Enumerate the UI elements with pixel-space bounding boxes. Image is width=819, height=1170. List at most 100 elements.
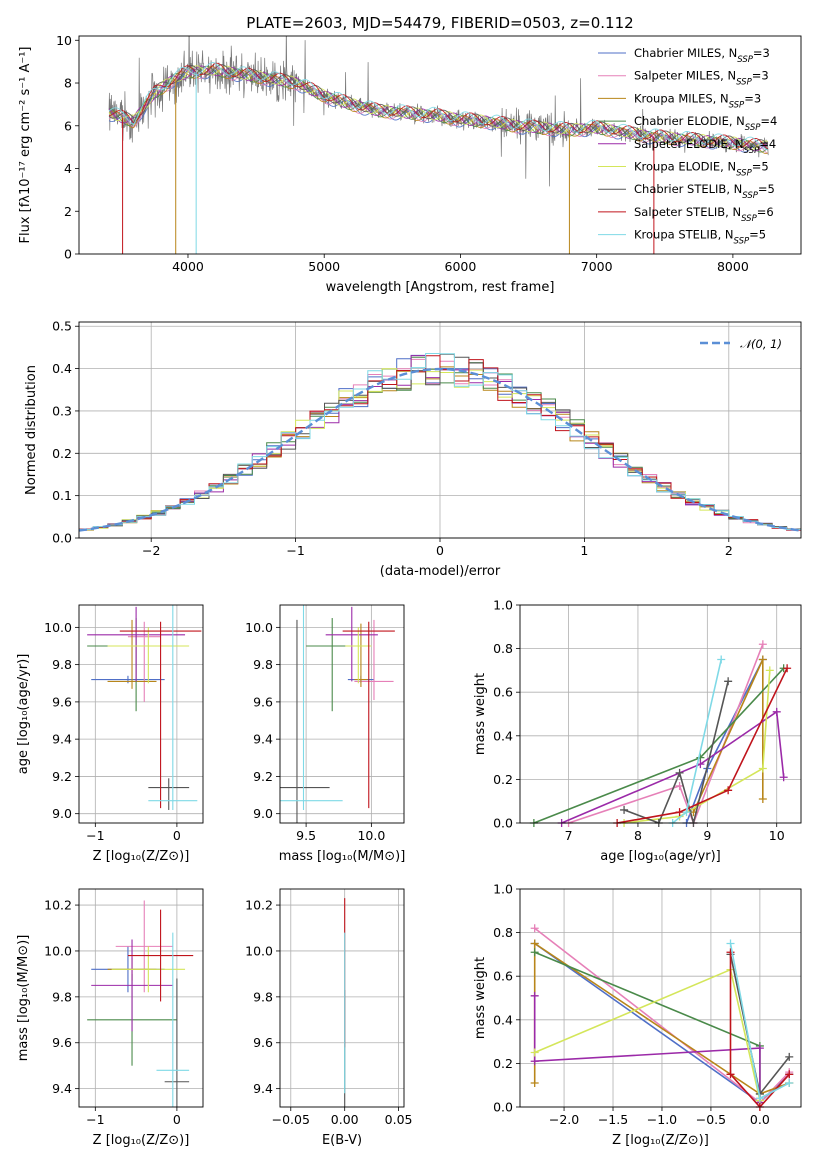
errorbar-point xyxy=(87,606,186,682)
x-tick-label: 2 xyxy=(725,543,733,558)
y-tick-label: 0.5 xyxy=(52,319,72,334)
legend-entry: Chabrier ELODIE, NSSP=4 xyxy=(634,114,777,133)
y-tick-label: 0.0 xyxy=(52,531,72,546)
weight-vs-z-plot-area xyxy=(530,924,794,1111)
errorbar-point xyxy=(107,619,157,689)
x-tick-label: −1.5 xyxy=(598,1112,628,1127)
x-axis-label: E(B-V) xyxy=(322,1133,362,1148)
x-axis-label: Z [log₁₀(Z/Z⊙)] xyxy=(93,1133,190,1148)
y-tick-label: 4 xyxy=(64,161,72,176)
y-axis-label: mass weight xyxy=(473,957,488,1039)
x-tick-label: 9 xyxy=(703,828,711,843)
y-tick-label: 0.2 xyxy=(493,772,513,787)
y-tick-label: 9.2 xyxy=(52,769,72,784)
spectrum-axes: 4000 5000 6000 7000 8000 0 2 4 6 8 10 xyxy=(56,33,749,274)
y-tick-label: 0.2 xyxy=(52,446,72,461)
x-tick-label: −2.0 xyxy=(549,1112,579,1127)
legend-entry-name: Salpeter MILES xyxy=(634,69,720,83)
y-axis-label: Normed distribution xyxy=(24,365,39,495)
mass-weight-marker xyxy=(530,1079,539,1088)
legend-entry-name: Chabrier MILES xyxy=(634,46,721,60)
y-tick-label: 9.6 xyxy=(253,694,273,709)
model-spectrum-line xyxy=(108,65,768,151)
x-tick-label: 8 xyxy=(634,828,642,843)
errorbar-point xyxy=(342,621,395,809)
legend-entry-nssp-prefix: , N xyxy=(728,137,744,151)
y-axis-label: mass [log₁₀(M/M⊙)] xyxy=(16,935,31,1062)
legend-entry-name: Kroupa ELODIE xyxy=(634,160,720,174)
legend-entry-nssp-value: =5 xyxy=(758,182,775,196)
x-axis-label: Z [log₁₀(Z/Z⊙)] xyxy=(93,849,190,864)
mass-weight-marker xyxy=(758,764,767,773)
errorbar-point xyxy=(148,778,190,810)
legend-entry-nssp-value: =5 xyxy=(749,228,766,242)
mass-weight-marker xyxy=(758,640,767,649)
mass-weight-marker xyxy=(765,666,774,675)
chart-title: PLATE=2603, MJD=54479, FIBERID=0503, z=0… xyxy=(246,14,633,32)
x-tick-label: −0.5 xyxy=(696,1112,726,1127)
errorbar-point xyxy=(354,619,394,701)
mass-weight-marker xyxy=(724,677,733,686)
y-tick-label: 9.8 xyxy=(52,657,72,672)
y-tick-label: 0.2 xyxy=(493,1056,513,1071)
legend-entry-nssp-prefix: , N xyxy=(720,160,736,174)
mass-weight-marker xyxy=(758,795,767,804)
x-tick-label: 6000 xyxy=(445,259,477,274)
mass-weight-marker xyxy=(758,655,767,664)
x-axis-label: mass [log₁₀(M/M⊙)] xyxy=(279,849,406,864)
errorbar-point xyxy=(119,621,202,809)
legend-entry-nssp-prefix: , N xyxy=(721,46,737,60)
x-tick-label: 0.05 xyxy=(385,1112,413,1127)
mass-weight-marker xyxy=(530,924,539,933)
x-axis-label: wavelength [Angstrom, rest frame] xyxy=(326,280,555,295)
mass-vs-ebv-axes: −0.05 0.00 0.05 9.4 9.6 9.8 10.0 10.2 xyxy=(245,889,413,1127)
y-tick-label: 0.0 xyxy=(493,1100,513,1115)
y-tick-label: 0.3 xyxy=(52,403,72,418)
y-tick-label: 10 xyxy=(56,33,72,48)
y-tick-label: 10.0 xyxy=(44,943,72,958)
legend-entry-nssp-prefix: , N xyxy=(713,91,729,105)
x-tick-label: 0.00 xyxy=(331,1112,359,1127)
mass-weight-marker xyxy=(726,948,735,957)
mass-weight-line xyxy=(616,667,788,824)
x-tick-label: 4000 xyxy=(172,259,204,274)
errorbar-point xyxy=(280,619,330,823)
mass-vs-z-frame xyxy=(78,888,204,1108)
model-spectrum-line xyxy=(108,65,769,152)
x-tick-label: −1 xyxy=(286,543,304,558)
y-tick-label: 9.6 xyxy=(52,1035,72,1050)
legend-entry-nssp-sub: SSP xyxy=(742,191,758,201)
x-tick-label: 1 xyxy=(580,543,588,558)
errorbar-point xyxy=(325,606,378,682)
residuals-frame xyxy=(78,321,802,539)
y-tick-label: 8 xyxy=(64,76,72,91)
model-spectrum-line xyxy=(108,62,768,151)
normal-curve xyxy=(79,367,801,532)
mass-weight-line xyxy=(561,710,785,824)
y-tick-label: 9.0 xyxy=(52,806,72,821)
mass-vs-z-axes: −1 0 9.4 9.6 9.8 10.0 10.2 xyxy=(44,889,203,1127)
weight-vs-age-plot-area xyxy=(529,640,792,827)
x-axis-label: (data-model)/error xyxy=(380,564,501,579)
legend-entry-nssp-value: =5 xyxy=(752,160,769,174)
mass-weight-line xyxy=(533,995,761,1103)
y-tick-label: 9.4 xyxy=(253,732,273,747)
x-tick-label: −2 xyxy=(142,543,160,558)
legend-entry-nssp-sub: SSP xyxy=(736,169,752,179)
x-tick-label: 10.0 xyxy=(357,828,385,843)
y-tick-label: 0.4 xyxy=(493,728,513,743)
mass-weight-marker xyxy=(530,991,539,1000)
y-tick-label: 9.0 xyxy=(253,806,273,821)
model-spectrum-line xyxy=(108,66,768,154)
errorbar-point xyxy=(148,605,198,810)
y-tick-label: 9.4 xyxy=(52,1081,72,1096)
x-tick-label: −0.05 xyxy=(272,1112,310,1127)
y-tick-label: 9.2 xyxy=(253,769,273,784)
legend-entry-nssp-prefix: , N xyxy=(718,228,734,242)
errorbar-point xyxy=(354,623,368,687)
errorbar-point xyxy=(345,627,372,684)
y-tick-label: 9.6 xyxy=(253,1035,273,1050)
y-tick-label: 10.0 xyxy=(245,943,273,958)
y-axis-label: mass weight xyxy=(473,673,488,755)
